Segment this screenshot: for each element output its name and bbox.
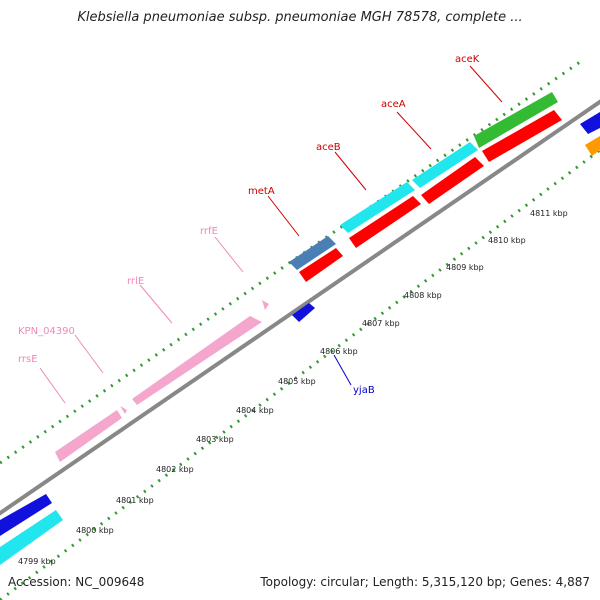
rrlE-block[interactable]	[132, 316, 262, 405]
scale-tick: 4800 kbp	[76, 526, 114, 535]
aceB-block-cyan[interactable]	[340, 182, 415, 233]
backbone-line	[0, 99, 600, 516]
feature-label: yjaB	[353, 385, 375, 396]
scale-tick: 4809 kbp	[446, 263, 484, 272]
feature-label: rrfE	[200, 226, 218, 237]
rrfE-block[interactable]	[262, 300, 269, 310]
scale-tick: 4804 kbp	[236, 406, 274, 415]
feature-label: aceA	[381, 99, 406, 110]
feature-label: rrsE	[18, 354, 38, 365]
genome-summary-text: Topology: circular; Length: 5,315,120 bp…	[260, 575, 590, 589]
aceB-block-red[interactable]	[349, 196, 421, 248]
aceA-block-red[interactable]	[421, 157, 484, 204]
rrsE-block[interactable]	[55, 410, 122, 462]
metA-block-red[interactable]	[299, 248, 343, 282]
feature-label: aceB	[316, 142, 341, 153]
feature-label: aceK	[455, 54, 480, 65]
scale-tick: 4799 kbp	[18, 557, 56, 566]
left-cyan-block[interactable]	[0, 510, 63, 565]
scale-tick: 4805 kbp	[278, 377, 316, 386]
scale-tick: 4811 kbp	[530, 209, 568, 218]
right-edge-orange-block[interactable]	[585, 136, 600, 156]
aceA-block-cyan[interactable]	[412, 142, 478, 188]
scale-tick: 4808 kbp	[404, 291, 442, 300]
scale-tick: 4801 kbp	[116, 496, 154, 505]
scale-tick: 4802 kbp	[156, 465, 194, 474]
feature-label: KPN_04390	[18, 326, 75, 337]
map-title: Klebsiella pneumoniae subsp. pneumoniae …	[77, 10, 523, 25]
feature-labels: rrsE KPN_04390 rrlE rrfE metA aceB aceA …	[18, 54, 480, 396]
feature-blocks	[0, 92, 600, 565]
scale-tick: 4807 kbp	[362, 319, 400, 328]
feature-label: rrlE	[127, 276, 144, 287]
scale-tick: 4806 kbp	[320, 347, 358, 356]
yjaB-block[interactable]	[292, 303, 315, 322]
accession-text: Accession: NC_009648	[8, 575, 145, 589]
callout-lines	[39, 65, 503, 404]
left-blue-block[interactable]	[0, 494, 52, 536]
scale-ticks: 4799 kbp 4800 kbp 4801 kbp 4802 kbp 4803…	[18, 209, 568, 566]
right-edge-blue-block[interactable]	[580, 112, 600, 134]
scale-tick: 4810 kbp	[488, 236, 526, 245]
small-pink-arrow-1[interactable]	[120, 406, 127, 414]
metA-block-blue[interactable]	[289, 236, 336, 270]
aceK-block-green[interactable]	[474, 92, 558, 148]
scale-tick: 4803 kbp	[196, 435, 234, 444]
feature-label: metA	[248, 186, 275, 197]
aceK-block-red[interactable]	[482, 110, 562, 162]
